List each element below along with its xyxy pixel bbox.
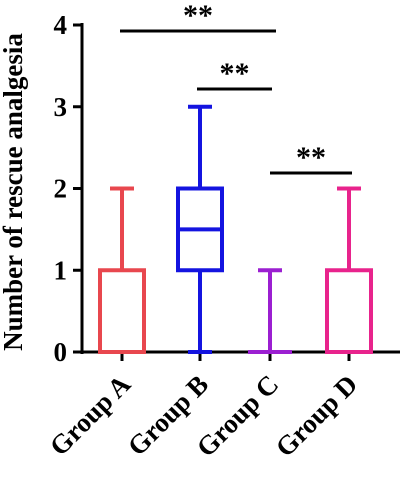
- box-group-b: [176, 104, 224, 354]
- iqr-box: [98, 268, 146, 354]
- y-tick-label: 3: [54, 92, 68, 122]
- x-category-label: Group D: [270, 369, 364, 463]
- box-group-c: [248, 268, 292, 354]
- y-tick-label: 4: [54, 10, 68, 40]
- box-group-a: [98, 186, 146, 354]
- significance-annotations: ******: [120, 0, 352, 175]
- y-axis-title: Number of rescue analgesia: [0, 33, 28, 351]
- significance-label: **: [183, 0, 213, 32]
- y-tick-label: 0: [54, 337, 68, 367]
- iqr-box: [325, 268, 373, 354]
- significance-label: **: [220, 57, 250, 90]
- y-tick-label: 2: [54, 174, 68, 204]
- y-tick-label: 1: [54, 255, 68, 285]
- box-group-d: [325, 186, 373, 354]
- x-category-label: Group A: [44, 369, 137, 462]
- significance-label: **: [296, 141, 326, 174]
- boxes: [98, 104, 373, 354]
